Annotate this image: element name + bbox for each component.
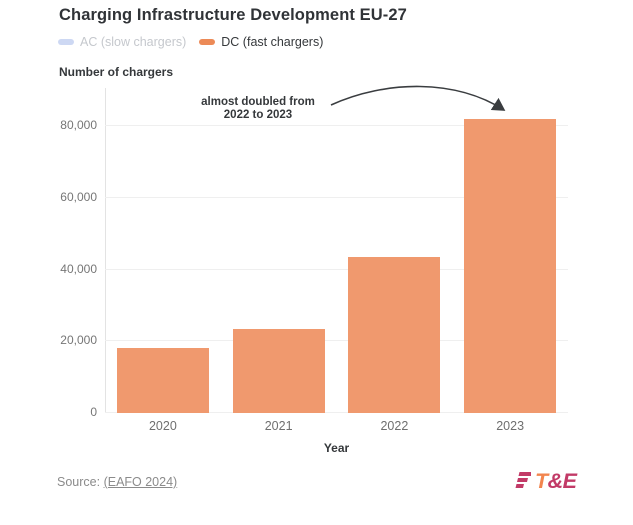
x-axis-title: Year: [323, 441, 350, 455]
x-tick-label-2022: 2022: [380, 419, 409, 433]
y-tick-label: 20,000: [60, 333, 97, 348]
legend-item-ac[interactable]: AC (slow chargers): [58, 35, 186, 49]
legend: AC (slow chargers) DC (fast chargers): [58, 35, 323, 49]
y-axis-title: Number of chargers: [59, 65, 174, 79]
te-logo-text-amp-e: &E: [547, 469, 577, 493]
te-logo-text-t: T: [535, 469, 548, 493]
source-link[interactable]: (EAFO 2024): [103, 475, 178, 489]
y-tick-label: 0: [90, 405, 97, 419]
bar-2020[interactable]: [116, 347, 209, 413]
gridline: [105, 340, 568, 342]
annotation-text: almost doubled from 2022 to 2023: [201, 96, 315, 121]
y-tick-label: 80,000: [60, 118, 97, 133]
y-tick-label: 60,000: [60, 190, 97, 205]
gridline: [105, 412, 568, 413]
gridline: [105, 268, 568, 270]
x-tick-label-2021: 2021: [264, 419, 293, 433]
gridline: [105, 125, 568, 127]
legend-label-ac: AC (slow chargers): [80, 35, 187, 49]
legend-label-dc: DC (fast chargers): [221, 35, 324, 49]
plot-area: 0 20,000 40,000 60,000 80,000 2020 2021 2022 202…: [60, 88, 568, 433]
chart-title: Charging Infrastructure Development EU-2…: [59, 6, 407, 24]
te-logo-mark-icon: [515, 472, 531, 488]
bar-2021[interactable]: [232, 329, 325, 413]
gridline: [105, 197, 568, 199]
legend-item-dc[interactable]: DC (fast chargers): [199, 35, 323, 49]
legend-marker-dc: [199, 39, 216, 45]
te-logo: T &E: [514, 469, 577, 494]
source-line: Source: (EAFO 2024): [57, 475, 177, 489]
bar-2023[interactable]: [464, 119, 557, 413]
x-tick-label-2020: 2020: [148, 419, 177, 433]
y-tick-label: 40,000: [60, 261, 97, 276]
legend-marker-ac: [58, 39, 74, 45]
y-axis-line: [105, 88, 106, 413]
source-prefix: Source:: [57, 475, 104, 489]
x-tick-label-2023: 2023: [496, 419, 525, 433]
bar-2022[interactable]: [348, 257, 441, 413]
